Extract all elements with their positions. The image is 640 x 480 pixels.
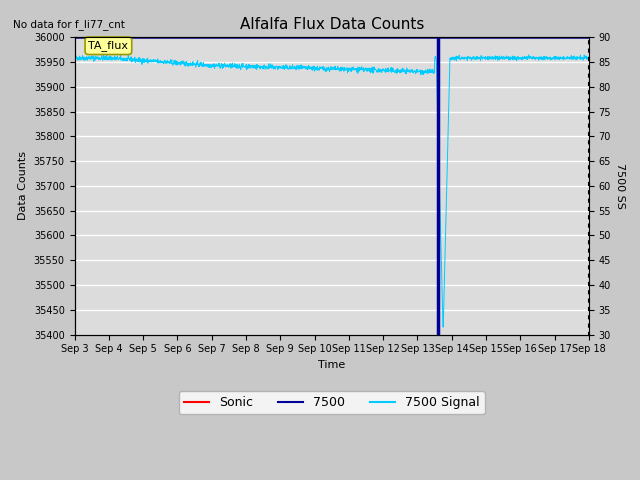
7500 [321,36,328,41]
7500 Signal [70,55,78,60]
7500 [307,36,315,41]
7500 [570,36,577,41]
7500 Signal [476,55,484,61]
7500 [70,36,78,41]
7500 Signal [570,53,578,59]
7500 [476,36,483,41]
7500 Signal [571,56,579,61]
X-axis label: Time: Time [318,360,346,370]
Text: No data for f_li77_cnt: No data for f_li77_cnt [13,19,125,30]
Line: 7500 Signal: 7500 Signal [74,55,589,327]
7500 [97,36,104,41]
7500 Signal [307,64,315,70]
Y-axis label: 7500 SS: 7500 SS [615,163,625,209]
7500 [570,36,578,41]
Title: Alfalfa Flux Data Counts: Alfalfa Flux Data Counts [239,17,424,32]
Y-axis label: Data Counts: Data Counts [19,151,28,220]
7500 Signal [97,56,104,61]
7500 [585,36,593,41]
7500 Signal [439,324,447,330]
7500 Signal [321,67,329,72]
7500 Signal [124,52,132,58]
7500 Signal [585,55,593,61]
Legend: Sonic, 7500, 7500 Signal: Sonic, 7500, 7500 Signal [179,391,484,414]
Text: TA_flux: TA_flux [88,40,129,51]
